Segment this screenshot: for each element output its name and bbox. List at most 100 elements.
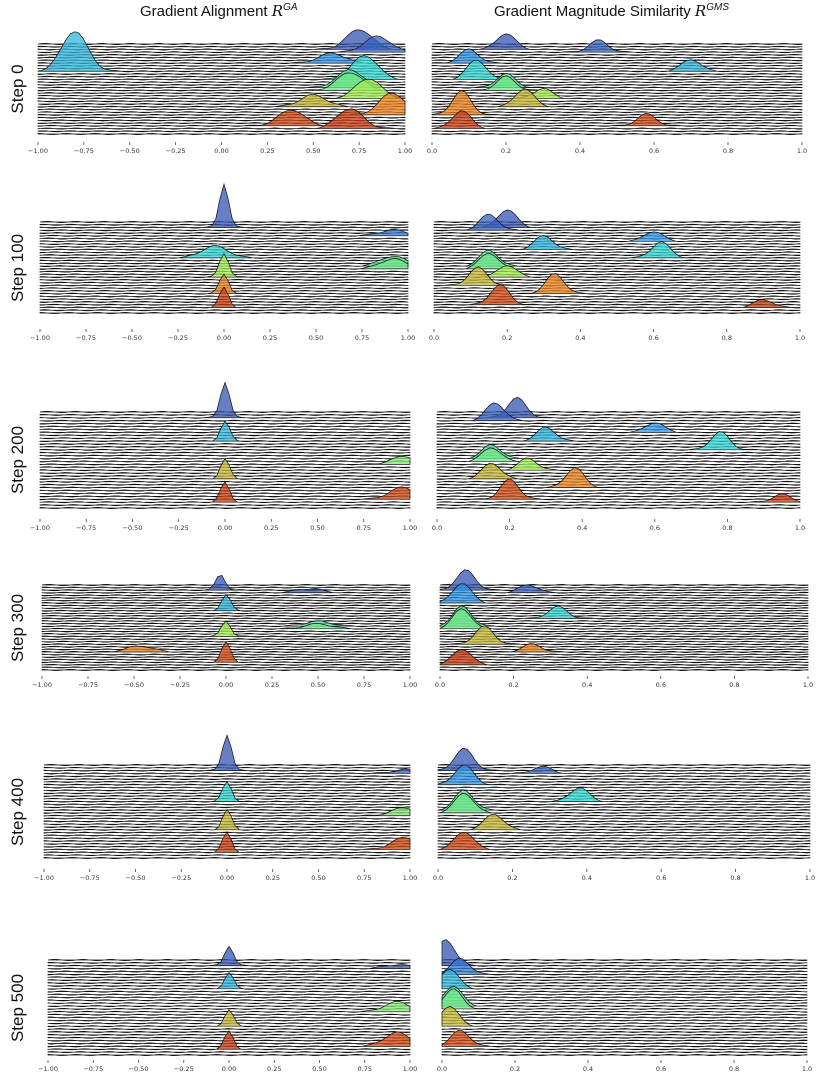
ridge-line (39, 445, 411, 448)
x-tick-label: 0.25 (265, 681, 279, 689)
ridge-line (433, 243, 801, 246)
x-tick-label: 0.4 (582, 681, 592, 689)
ridge-line (43, 854, 411, 857)
ridge-line (439, 658, 809, 661)
x-tick-label: 1.0 (797, 147, 807, 155)
ridge-line (37, 130, 406, 133)
ridge-line (39, 243, 409, 246)
ridge-line (436, 447, 801, 463)
ridge-line (441, 1033, 808, 1036)
ridge-line (431, 59, 803, 62)
ridge-line (433, 270, 801, 273)
ridge-line (431, 94, 803, 97)
x-tick-label: −0.50 (124, 681, 144, 689)
ridge-line (441, 996, 808, 999)
x-tick-label: 0.4 (582, 874, 592, 882)
x-tick-label: 0.2 (501, 147, 511, 155)
x-tick-label: −0.25 (170, 681, 190, 689)
ridge-line (39, 228, 409, 237)
ridge-line (439, 643, 809, 653)
ridge-line (441, 993, 808, 996)
x-tick-label: −0.25 (169, 524, 189, 532)
ridge-line (439, 638, 809, 641)
x-tick-label: 0.00 (218, 524, 232, 532)
panel-gms-step-5: 0.0 0.2 0.4 0.6 0.8 1.0 (437, 939, 812, 1073)
ridge-line (439, 569, 809, 592)
x-tick-label: −0.50 (126, 874, 146, 882)
ridge-line (47, 990, 411, 993)
x-tick-label: 0.0 (427, 147, 437, 155)
ridge-line (43, 808, 411, 831)
x-tick-label: 0.75 (358, 1065, 372, 1073)
x-tick-label: 1.0 (795, 524, 805, 532)
ridge-line (436, 489, 801, 492)
ridge-line (437, 803, 811, 806)
x-tick-label: 0.2 (502, 334, 512, 342)
ridge-line (431, 119, 803, 122)
ridge-line (437, 813, 811, 831)
ridge-line (433, 299, 801, 309)
panel-ga-step-0: −1.00 −0.75 −0.50 −0.25 0.00 0.25 0.50 0.75 1.00 (28, 29, 412, 155)
ridge-line (433, 249, 801, 268)
ridge-line (43, 734, 411, 772)
x-tick-label: 0.50 (312, 1065, 326, 1073)
x-tick-label: 0.25 (260, 147, 274, 155)
ridge-line (39, 286, 409, 309)
ridge-line (39, 420, 411, 443)
ridge-line (47, 1054, 411, 1056)
ridge-line (441, 985, 808, 1008)
ridge-line (433, 289, 801, 292)
ridge-line (47, 945, 411, 967)
panel-ga-step-4: −1.00 −0.75 −0.50 −0.25 0.00 0.25 0.50 0.75 1.00 (34, 734, 417, 882)
x-tick-label: 1.0 (805, 874, 815, 882)
ridge-line (439, 669, 809, 671)
x-tick-label: −0.50 (123, 524, 143, 532)
ridge-line (436, 467, 801, 489)
ridge-line (431, 110, 803, 130)
ridge-line (436, 422, 801, 425)
ridge-line (439, 607, 809, 610)
ridge-line (441, 1010, 808, 1013)
panel-gms-step-0: 0.0 0.2 0.4 0.6 0.8 1.0 (427, 33, 807, 155)
x-tick-label: 0.2 (510, 1065, 520, 1073)
ridge-line (439, 584, 809, 586)
ridge-line (431, 75, 803, 92)
ridge-line (39, 252, 409, 279)
x-tick-label: −1.00 (34, 874, 54, 882)
ridge-line (441, 970, 808, 973)
ridge-line (47, 999, 411, 1002)
ridge-line (43, 778, 411, 781)
x-tick-label: 0.75 (357, 681, 371, 689)
ridge-line (39, 237, 409, 240)
x-tick-label: 0.25 (264, 524, 278, 532)
panel-gms-step-2: 0.0 0.2 0.4 0.6 0.8 1.0 (432, 396, 805, 532)
x-tick-label: 0.2 (508, 681, 518, 689)
ridge-line (433, 309, 801, 312)
ridge-line (439, 661, 809, 664)
x-tick-label: 0.6 (648, 334, 658, 342)
ridge-line (439, 648, 809, 651)
ridge-line (41, 574, 411, 592)
panel-ga-step-2: −1.00 −0.75 −0.50 −0.25 0.00 0.25 0.50 0.75 1.00 (30, 381, 417, 532)
ridge-line (47, 1051, 411, 1054)
ridge-line (431, 64, 803, 67)
ridge-line (41, 640, 411, 643)
column-title-gradient-magnitude-similarity: Gradient Magnitude Similarity RGMS (494, 2, 729, 20)
x-tick-label: 0.75 (357, 524, 371, 532)
ridge-line (436, 507, 801, 509)
x-tick-label: −1.00 (30, 334, 50, 342)
x-tick-label: 0.50 (311, 874, 325, 882)
ridge-line (39, 460, 411, 463)
ridge-line (431, 92, 803, 95)
ridge-line (431, 53, 803, 56)
ridge-line (433, 253, 801, 270)
x-tick-label: 0.00 (214, 147, 228, 155)
ridge-line (41, 588, 411, 594)
ridge-line (439, 645, 809, 648)
ridge-line (437, 795, 811, 797)
ridge-line (437, 766, 811, 769)
ridge-line (37, 100, 406, 103)
ridge-line (439, 586, 809, 589)
ridge-line (433, 245, 801, 248)
